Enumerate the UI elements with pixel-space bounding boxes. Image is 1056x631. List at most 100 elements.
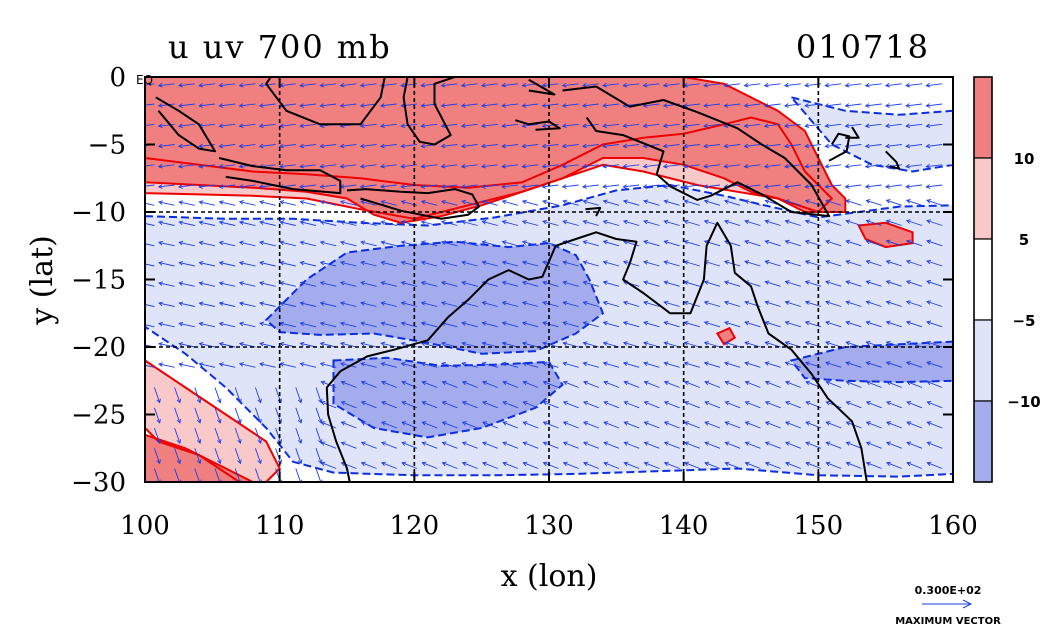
wind-vector <box>319 281 337 287</box>
colorbar-label: −5 <box>1012 312 1035 330</box>
wind-vector <box>805 461 822 469</box>
wind-vector-shaft <box>563 301 579 307</box>
wind-vector <box>582 280 599 287</box>
wind-vector-shaft <box>219 123 236 127</box>
wind-vector-head <box>502 421 508 426</box>
wind-vector-shaft <box>826 462 842 469</box>
wind-vector-head <box>643 421 649 426</box>
wind-vector <box>662 82 680 88</box>
wind-vector-shaft <box>684 462 700 469</box>
y-tick-label: −15 <box>71 266 126 296</box>
wind-vector-shaft <box>563 421 579 429</box>
wind-vector-head <box>400 103 406 108</box>
wind-vector-shaft <box>219 164 236 168</box>
wind-vector <box>339 220 357 226</box>
wind-vector-head <box>178 220 184 226</box>
wind-vector <box>522 441 539 449</box>
wind-vector-shaft <box>461 123 478 127</box>
coastline-5 <box>265 77 386 126</box>
wind-vector <box>441 461 458 469</box>
wind-vector-shaft <box>179 343 195 348</box>
wind-vector-head <box>723 163 729 169</box>
wind-vector <box>238 220 256 226</box>
wind-vector-shaft <box>563 220 579 226</box>
wind-vector <box>602 300 620 307</box>
wind-vector <box>844 163 862 169</box>
wind-vector <box>340 400 357 409</box>
wind-vector-shaft <box>926 184 943 188</box>
wind-vector <box>582 199 599 206</box>
wind-vector <box>360 421 377 429</box>
wind-vector <box>441 441 458 449</box>
wind-vector-head <box>522 400 528 406</box>
wind-vector <box>562 361 579 368</box>
wind-vector-shaft <box>704 103 721 107</box>
wind-vector-head <box>663 219 669 225</box>
wind-vector-head <box>218 163 224 169</box>
wind-vector-head <box>825 380 831 386</box>
wind-vector <box>460 82 478 88</box>
wind-vector-head <box>865 340 871 346</box>
wind-vector-head <box>259 341 265 347</box>
wind-vector <box>480 163 498 169</box>
wind-vector-head <box>176 398 182 404</box>
wind-vector-head <box>825 441 831 446</box>
wind-vector <box>461 380 478 388</box>
wind-vector-shaft <box>145 223 155 226</box>
wind-vector-shaft <box>603 281 620 287</box>
wind-vector-shaft <box>603 381 620 388</box>
wind-vector-head <box>562 441 568 446</box>
wind-vector-shaft <box>926 280 943 287</box>
wind-vector <box>784 260 801 267</box>
wind-vector <box>153 387 161 404</box>
wind-vector-head <box>825 259 830 265</box>
wind-vector-head <box>602 123 608 129</box>
wind-vector-head <box>279 220 285 225</box>
coastline-13 <box>828 132 851 162</box>
wind-vector-shaft <box>906 321 923 328</box>
wind-vector-shaft <box>523 462 539 469</box>
wind-vector <box>784 361 801 368</box>
wind-vector-head <box>521 184 527 189</box>
wind-vector <box>785 441 801 449</box>
wind-vector-head <box>461 260 467 266</box>
wind-vector-shaft <box>724 83 741 87</box>
wind-vector-shaft <box>280 261 296 267</box>
wind-vector <box>663 260 680 267</box>
wind-vector-head <box>622 143 628 149</box>
wind-vector-shaft <box>441 83 458 87</box>
wind-vector-head <box>502 461 508 467</box>
wind-vector <box>804 103 822 108</box>
wind-vector <box>379 163 397 169</box>
wind-vector-shaft <box>441 144 458 147</box>
wind-vector-head <box>764 280 770 285</box>
wind-vector-shaft <box>724 220 741 226</box>
wind-vector <box>218 103 236 108</box>
wind-vector <box>319 240 337 247</box>
wind-vector-shaft <box>704 381 721 388</box>
wind-vector-head <box>845 199 851 204</box>
wind-vector <box>381 380 397 388</box>
wind-vector <box>905 82 923 88</box>
wind-vector <box>542 280 559 287</box>
wind-vector-shaft <box>340 261 357 267</box>
wind-vector-head <box>561 143 567 149</box>
wind-vector-head <box>178 362 184 367</box>
wind-vector-head <box>905 82 911 88</box>
wind-vector-head <box>743 82 749 88</box>
wind-vector-shaft <box>724 341 741 348</box>
wind-vector-head <box>216 439 222 444</box>
wind-vector-shaft <box>926 341 943 348</box>
wind-vector-shaft <box>259 201 276 206</box>
wind-vector-shaft <box>259 221 276 226</box>
wind-vector <box>460 163 478 169</box>
x-tick-label: 160 <box>928 511 978 541</box>
wind-vector <box>501 240 519 247</box>
wind-vector-head <box>501 163 507 169</box>
wind-vector-shaft <box>846 401 862 409</box>
wind-vector-head <box>139 104 143 108</box>
wind-vector <box>381 400 397 409</box>
wind-vector-shaft <box>482 220 498 226</box>
wind-vector-head <box>663 300 669 306</box>
wind-vector-head <box>297 398 303 404</box>
